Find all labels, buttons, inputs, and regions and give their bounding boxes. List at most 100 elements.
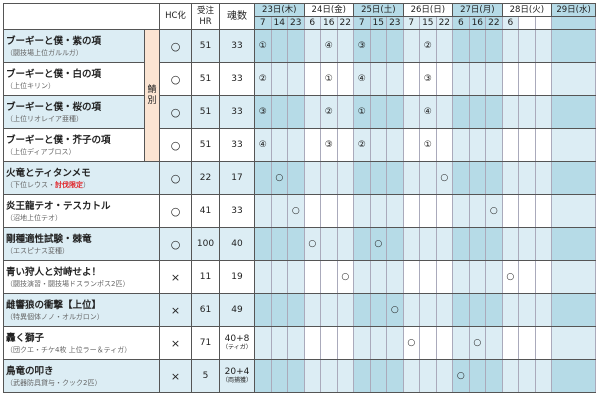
time-slot bbox=[518, 95, 536, 129]
quest-name: 轟く獅子 bbox=[6, 332, 45, 344]
time-slot bbox=[468, 194, 487, 228]
time-slot bbox=[485, 293, 503, 327]
hc-cell: ○ bbox=[159, 62, 192, 96]
quest-row: 轟く獅子 （団クエ・チケ4枚 上位ラー＆ティガ） × 71 40+8 （ティガ） ○ ○ bbox=[3, 326, 597, 360]
hc-cell: ○ bbox=[159, 29, 192, 63]
quest-name-cell: 鳥竜の叩き （武器防具貸与・クック2匹） bbox=[3, 359, 160, 393]
time-slot bbox=[369, 128, 388, 162]
schedule-mark: ○ bbox=[390, 305, 399, 315]
time-slot: ① bbox=[320, 62, 338, 96]
day-header: 26日(日) bbox=[402, 3, 454, 17]
time-slot bbox=[320, 161, 338, 195]
quest-name: ブーギーと僕・紫の項 bbox=[6, 35, 102, 47]
time-slot bbox=[353, 293, 371, 327]
quest-subtitle: （上位キリン） bbox=[6, 81, 144, 91]
time-slot bbox=[435, 260, 454, 294]
time-slot bbox=[501, 293, 520, 327]
quest-subtitle-text: （沼地上位テオ） bbox=[6, 213, 62, 222]
time-slot bbox=[435, 227, 454, 261]
hr-cell: 71 bbox=[191, 326, 220, 360]
time-slot bbox=[336, 227, 355, 261]
server-group-label: 鯖別 bbox=[144, 29, 160, 162]
time-slot bbox=[402, 260, 421, 294]
time-slot bbox=[501, 128, 520, 162]
time-slot bbox=[551, 260, 597, 294]
quest-subtitle-text: （上位リオレイア亜種） bbox=[6, 114, 83, 123]
header-souls: 魂数 bbox=[219, 3, 255, 30]
time-slot: ② bbox=[254, 62, 272, 96]
time-slot bbox=[452, 260, 470, 294]
time-slot: ○ bbox=[402, 326, 421, 360]
time-slot bbox=[303, 260, 322, 294]
schedule-mark: ○ bbox=[407, 338, 416, 348]
souls-cell: 19 bbox=[219, 260, 255, 294]
time-slot bbox=[534, 260, 553, 294]
time-slot: ○ bbox=[270, 161, 288, 195]
time-slot bbox=[254, 194, 272, 228]
time-header: 6 bbox=[501, 16, 520, 30]
time-slot bbox=[369, 29, 388, 63]
time-slot: ○ bbox=[369, 227, 388, 261]
schedule-mark: ③ bbox=[258, 107, 267, 117]
quest-subtitle: （上位ディアブロス） bbox=[6, 147, 144, 157]
quest-name-cell: 剛種適性試験・棘竜 （エスピナス変種） bbox=[3, 227, 160, 261]
time-slot bbox=[270, 95, 288, 129]
schedule-mark: ④ bbox=[357, 74, 366, 84]
time-slot: ○ bbox=[501, 260, 520, 294]
time-slot bbox=[435, 293, 454, 327]
time-slot bbox=[353, 326, 371, 360]
hr-cell: 51 bbox=[191, 29, 220, 63]
time-slot bbox=[320, 260, 338, 294]
time-slot bbox=[518, 227, 536, 261]
quest-name: 雌響狼の衝撃【上位】 bbox=[6, 299, 102, 311]
header-hc: HC化 bbox=[159, 3, 192, 30]
time-slot bbox=[386, 194, 404, 228]
time-slot bbox=[452, 128, 470, 162]
time-header: 22 bbox=[336, 16, 355, 30]
schedule-mark: ○ bbox=[440, 173, 449, 183]
time-slot bbox=[518, 359, 536, 393]
time-slot bbox=[518, 62, 536, 96]
souls-cell: 20+4 （両捕獲） bbox=[219, 359, 255, 393]
time-slot bbox=[270, 326, 288, 360]
time-slot bbox=[287, 359, 305, 393]
time-slot bbox=[336, 62, 355, 96]
quest-name: 剛種適性試験・棘竜 bbox=[6, 233, 92, 245]
quest-row: 炎王龍テオ・テスカトル （沼地上位テオ） ○ 41 33 ○ ○ bbox=[3, 194, 597, 228]
time-slot bbox=[501, 161, 520, 195]
souls-value: 33 bbox=[231, 206, 243, 216]
time-slot: ① bbox=[353, 95, 371, 129]
time-header: 23 bbox=[287, 16, 305, 30]
time-slot bbox=[254, 293, 272, 327]
time-slot bbox=[551, 128, 597, 162]
schedule-mark: ○ bbox=[506, 272, 515, 282]
time-slot: ○ bbox=[336, 260, 355, 294]
time-slot bbox=[287, 161, 305, 195]
time-slot bbox=[270, 62, 288, 96]
time-slot bbox=[501, 227, 520, 261]
time-slot: ① bbox=[419, 128, 437, 162]
time-slot bbox=[435, 95, 454, 129]
time-slot bbox=[353, 260, 371, 294]
souls-value: 17 bbox=[231, 173, 243, 183]
quest-subtitle: （武器防具貸与・クック2匹） bbox=[6, 378, 159, 388]
time-slot bbox=[419, 260, 437, 294]
time-slot bbox=[551, 95, 597, 129]
time-slot bbox=[534, 326, 553, 360]
time-slot: ○ bbox=[303, 227, 322, 261]
souls-value: 40 bbox=[231, 239, 243, 249]
time-slot bbox=[501, 29, 520, 63]
day-header: 27日(月) bbox=[452, 3, 503, 17]
time-slot bbox=[402, 359, 421, 393]
time-slot bbox=[386, 161, 404, 195]
time-header: 7 bbox=[254, 16, 272, 30]
time-slot bbox=[402, 128, 421, 162]
souls-value: 20+4 bbox=[224, 367, 250, 377]
time-slot bbox=[518, 161, 536, 195]
time-slot bbox=[468, 293, 487, 327]
hr-cell: 51 bbox=[191, 128, 220, 162]
time-slot: ○ bbox=[386, 293, 404, 327]
time-header: 7 bbox=[402, 16, 421, 30]
time-header: 6 bbox=[303, 16, 322, 30]
time-header: 15 bbox=[419, 16, 437, 30]
